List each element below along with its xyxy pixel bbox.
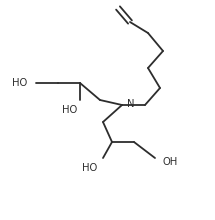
Text: HO: HO (62, 105, 77, 115)
Text: OH: OH (163, 157, 178, 167)
Text: HO: HO (82, 163, 97, 173)
Text: N: N (127, 99, 135, 109)
Text: HO: HO (12, 78, 27, 88)
